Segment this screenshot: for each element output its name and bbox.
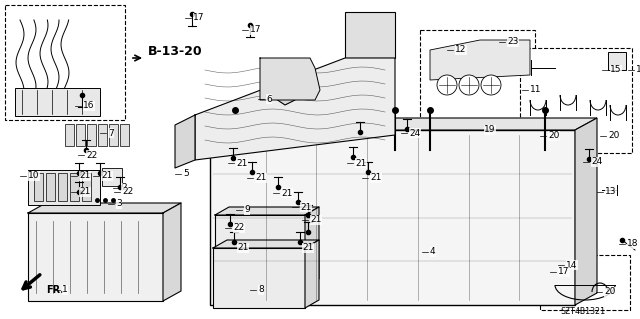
Bar bbox=[120, 124, 129, 146]
Text: 8: 8 bbox=[258, 286, 264, 294]
Text: 21: 21 bbox=[281, 189, 292, 197]
Circle shape bbox=[481, 75, 501, 95]
Bar bbox=[608, 52, 626, 70]
Bar bbox=[46, 173, 55, 201]
Text: 21: 21 bbox=[79, 188, 90, 197]
Text: 18: 18 bbox=[627, 240, 639, 249]
Text: 1: 1 bbox=[62, 286, 68, 294]
Text: 6: 6 bbox=[266, 94, 272, 103]
Text: 21: 21 bbox=[355, 159, 366, 167]
Bar bbox=[109, 124, 118, 146]
Polygon shape bbox=[163, 203, 181, 301]
Text: 22: 22 bbox=[122, 188, 133, 197]
Text: 21: 21 bbox=[300, 203, 312, 211]
Bar bbox=[5, 5, 125, 120]
Text: 21: 21 bbox=[302, 243, 314, 253]
Text: 15: 15 bbox=[610, 65, 621, 75]
Text: 17: 17 bbox=[250, 26, 262, 34]
Polygon shape bbox=[215, 207, 319, 215]
Polygon shape bbox=[28, 203, 181, 213]
Bar bbox=[215, 215, 305, 287]
Polygon shape bbox=[195, 58, 395, 160]
Bar bbox=[98, 124, 107, 146]
Polygon shape bbox=[430, 40, 530, 80]
Bar bbox=[102, 168, 122, 186]
Circle shape bbox=[437, 75, 457, 95]
Text: 21: 21 bbox=[255, 174, 266, 182]
Bar bbox=[34, 173, 43, 201]
Text: 5: 5 bbox=[183, 169, 189, 179]
Text: SZT4B1321: SZT4B1321 bbox=[560, 307, 605, 316]
Bar bbox=[87, 124, 96, 146]
Text: 4: 4 bbox=[430, 248, 436, 256]
Text: 21: 21 bbox=[237, 243, 248, 253]
Text: 21: 21 bbox=[101, 172, 113, 181]
Text: 20: 20 bbox=[604, 287, 616, 296]
Text: 3: 3 bbox=[116, 199, 122, 209]
Text: 9: 9 bbox=[244, 205, 250, 214]
Text: 20: 20 bbox=[608, 131, 620, 140]
Text: 12: 12 bbox=[455, 46, 467, 55]
Bar bbox=[82, 173, 91, 201]
Polygon shape bbox=[213, 240, 319, 248]
Text: 13: 13 bbox=[605, 188, 616, 197]
Polygon shape bbox=[345, 12, 395, 58]
Text: 20: 20 bbox=[548, 131, 559, 140]
Text: 21: 21 bbox=[310, 216, 321, 225]
Polygon shape bbox=[210, 118, 597, 130]
Polygon shape bbox=[305, 240, 319, 308]
Circle shape bbox=[459, 75, 479, 95]
Bar bbox=[210, 130, 575, 305]
Bar bbox=[70, 173, 79, 201]
Bar bbox=[28, 213, 163, 301]
Bar bbox=[540, 255, 630, 310]
Text: 21: 21 bbox=[370, 174, 381, 182]
Text: 14: 14 bbox=[566, 261, 577, 270]
Text: FR.: FR. bbox=[46, 285, 64, 295]
Text: 24: 24 bbox=[591, 158, 602, 167]
Bar bbox=[28, 170, 100, 205]
Text: 24: 24 bbox=[409, 129, 420, 137]
Text: 21: 21 bbox=[236, 159, 248, 167]
Text: 2: 2 bbox=[121, 183, 127, 192]
Text: 22: 22 bbox=[86, 151, 97, 160]
Bar bbox=[520, 48, 632, 153]
Polygon shape bbox=[260, 58, 320, 100]
Bar bbox=[213, 248, 305, 308]
Bar bbox=[420, 30, 535, 135]
Polygon shape bbox=[305, 207, 319, 287]
Polygon shape bbox=[575, 118, 597, 305]
Text: 17: 17 bbox=[558, 268, 570, 277]
Text: 11: 11 bbox=[530, 85, 541, 94]
Text: 22: 22 bbox=[233, 224, 244, 233]
Text: 19: 19 bbox=[484, 125, 495, 135]
Text: 17: 17 bbox=[193, 13, 205, 23]
Text: 10: 10 bbox=[28, 172, 40, 181]
Polygon shape bbox=[270, 70, 295, 105]
Text: 16: 16 bbox=[83, 101, 95, 110]
Text: B-13-20: B-13-20 bbox=[148, 45, 203, 58]
Text: 15: 15 bbox=[636, 65, 640, 75]
Text: 7: 7 bbox=[108, 129, 114, 137]
Bar bbox=[76, 124, 85, 146]
Text: 23: 23 bbox=[507, 38, 518, 47]
Text: 21: 21 bbox=[79, 172, 90, 181]
Bar bbox=[58, 173, 67, 201]
Polygon shape bbox=[175, 115, 195, 168]
Bar bbox=[65, 124, 74, 146]
Bar bbox=[15, 88, 100, 116]
